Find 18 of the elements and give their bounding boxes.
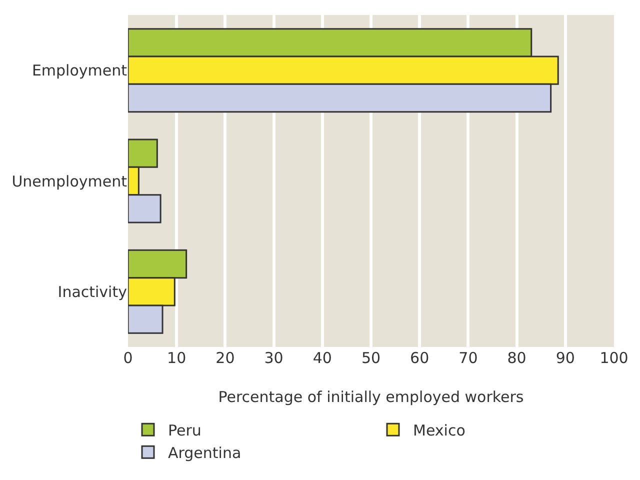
- x-tick-label: 40: [312, 349, 332, 367]
- x-tick-label: 20: [216, 349, 235, 367]
- legend-label: Argentina: [168, 444, 242, 462]
- legend-label: Mexico: [413, 422, 466, 440]
- y-tick-label: Unemployment: [12, 172, 128, 190]
- y-tick-label: Employment: [32, 62, 128, 80]
- x-tick-label: 90: [556, 349, 575, 367]
- x-axis-title: Percentage of initially employed workers: [218, 388, 524, 406]
- x-tick-label: 0: [123, 349, 133, 367]
- x-tick-label: 10: [167, 349, 186, 367]
- x-tick-label: 100: [600, 349, 628, 367]
- x-tick-label: 30: [264, 349, 284, 367]
- legend-label: Peru: [168, 422, 202, 440]
- x-tick-label: 50: [361, 349, 381, 367]
- x-tick-label: 70: [458, 349, 478, 367]
- x-tick-label: 80: [507, 349, 526, 367]
- y-tick-label: Inactivity: [58, 282, 128, 301]
- x-tick-label: 60: [410, 349, 430, 367]
